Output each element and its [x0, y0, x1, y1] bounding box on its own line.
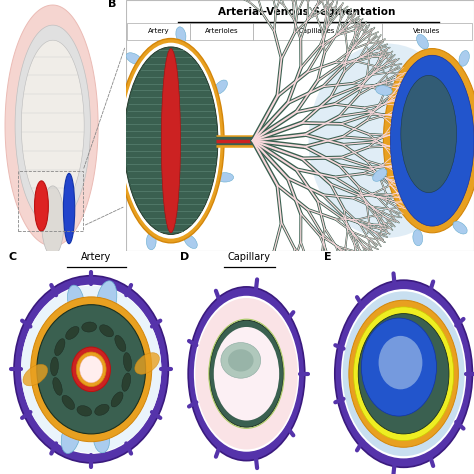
Ellipse shape — [361, 318, 437, 416]
Ellipse shape — [343, 292, 465, 456]
Ellipse shape — [379, 336, 422, 389]
Ellipse shape — [109, 171, 124, 184]
Ellipse shape — [375, 86, 392, 95]
Ellipse shape — [100, 325, 113, 337]
Text: Artery: Artery — [148, 28, 170, 35]
Ellipse shape — [76, 352, 106, 387]
Ellipse shape — [67, 285, 84, 316]
Ellipse shape — [354, 307, 454, 441]
Ellipse shape — [106, 117, 123, 127]
Polygon shape — [5, 5, 98, 246]
Ellipse shape — [195, 298, 298, 449]
Text: C: C — [9, 252, 17, 262]
Text: Artery: Artery — [82, 252, 111, 262]
Ellipse shape — [126, 53, 142, 64]
Ellipse shape — [221, 343, 261, 378]
Ellipse shape — [188, 287, 305, 461]
Ellipse shape — [459, 51, 469, 66]
Ellipse shape — [61, 419, 80, 454]
Ellipse shape — [93, 426, 109, 453]
Ellipse shape — [161, 48, 181, 233]
Ellipse shape — [31, 297, 152, 442]
Ellipse shape — [62, 395, 74, 410]
Ellipse shape — [453, 221, 467, 234]
Ellipse shape — [210, 320, 283, 427]
Ellipse shape — [146, 233, 156, 250]
FancyBboxPatch shape — [126, 0, 474, 251]
Ellipse shape — [80, 356, 102, 383]
Ellipse shape — [194, 296, 299, 452]
FancyBboxPatch shape — [382, 23, 472, 40]
Ellipse shape — [53, 377, 62, 395]
Ellipse shape — [64, 173, 75, 244]
Ellipse shape — [124, 47, 218, 235]
Ellipse shape — [82, 322, 97, 332]
FancyBboxPatch shape — [253, 23, 382, 40]
Ellipse shape — [21, 286, 161, 453]
Polygon shape — [15, 25, 91, 226]
Ellipse shape — [228, 349, 254, 372]
Text: Capillaries: Capillaries — [299, 28, 336, 35]
Ellipse shape — [417, 35, 428, 49]
Ellipse shape — [335, 280, 473, 467]
Ellipse shape — [358, 314, 449, 434]
Polygon shape — [21, 40, 84, 211]
Ellipse shape — [184, 234, 197, 248]
Ellipse shape — [41, 186, 64, 256]
Ellipse shape — [349, 300, 458, 447]
Ellipse shape — [135, 353, 159, 374]
Ellipse shape — [214, 80, 228, 94]
Text: Capillary: Capillary — [228, 252, 271, 262]
Ellipse shape — [77, 406, 91, 416]
Ellipse shape — [401, 75, 456, 192]
Ellipse shape — [23, 365, 47, 386]
Ellipse shape — [383, 48, 474, 233]
Text: Venules: Venules — [413, 28, 441, 35]
Ellipse shape — [123, 353, 132, 371]
Ellipse shape — [216, 173, 234, 182]
Ellipse shape — [72, 347, 110, 392]
Ellipse shape — [391, 55, 474, 226]
Ellipse shape — [95, 404, 109, 415]
Ellipse shape — [96, 281, 117, 320]
Ellipse shape — [413, 230, 423, 246]
FancyBboxPatch shape — [190, 23, 253, 40]
Ellipse shape — [122, 373, 131, 392]
Ellipse shape — [121, 43, 220, 239]
Ellipse shape — [115, 335, 126, 352]
Ellipse shape — [373, 169, 387, 182]
Ellipse shape — [341, 289, 466, 458]
Ellipse shape — [111, 392, 123, 407]
Ellipse shape — [35, 181, 48, 231]
Text: Arterial-Venous Segmentation: Arterial-Venous Segmentation — [218, 7, 395, 17]
Ellipse shape — [65, 327, 79, 339]
Ellipse shape — [176, 27, 186, 44]
Ellipse shape — [214, 327, 279, 420]
Text: Arterioles: Arterioles — [205, 28, 238, 35]
FancyBboxPatch shape — [128, 23, 190, 40]
Ellipse shape — [118, 38, 224, 243]
Ellipse shape — [21, 284, 161, 454]
Text: E: E — [324, 252, 331, 262]
Text: B: B — [108, 0, 117, 9]
Ellipse shape — [51, 357, 58, 376]
Ellipse shape — [55, 338, 65, 356]
Ellipse shape — [309, 44, 465, 238]
Ellipse shape — [37, 305, 146, 434]
Text: D: D — [180, 252, 189, 262]
Ellipse shape — [14, 276, 168, 463]
